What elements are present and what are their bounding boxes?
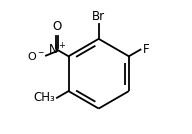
Text: $\mathregular{N^+}$: $\mathregular{N^+}$ bbox=[48, 42, 66, 57]
Text: F: F bbox=[142, 43, 149, 56]
Text: $\mathregular{O^-}$: $\mathregular{O^-}$ bbox=[27, 50, 45, 62]
Text: O: O bbox=[52, 21, 61, 34]
Text: CH₃: CH₃ bbox=[34, 91, 55, 104]
Text: Br: Br bbox=[92, 10, 105, 23]
